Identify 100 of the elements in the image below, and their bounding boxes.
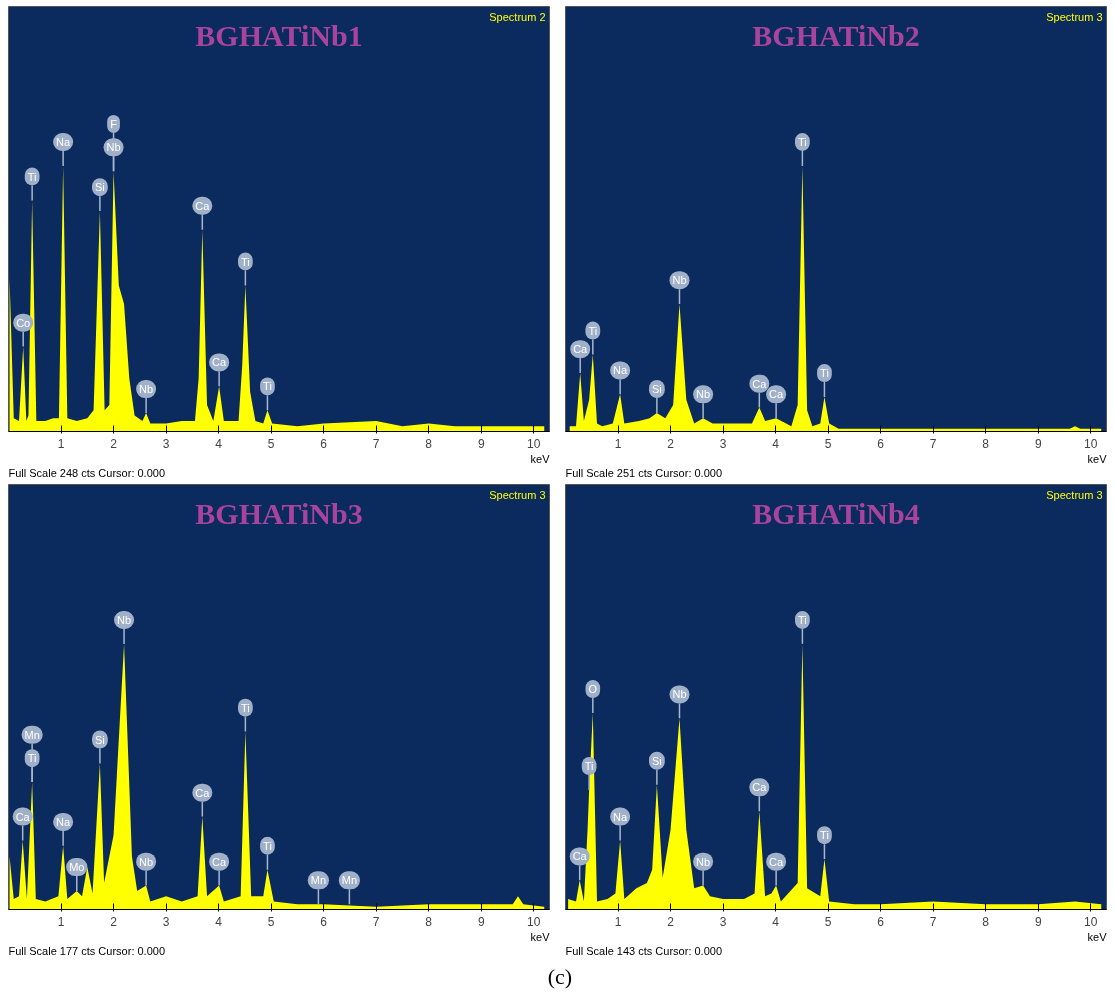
annotation: Ti (798, 614, 807, 626)
x-tick-label: 10 (527, 436, 541, 451)
annotation: Ti (263, 380, 272, 393)
annotation: Ca (752, 781, 768, 794)
annotation: Ti (241, 701, 250, 714)
x-tick-label: 1 (614, 436, 622, 451)
text: (c) (547, 963, 573, 991)
annotation: Co (16, 316, 31, 329)
x-tick-label: 9 (1034, 436, 1042, 451)
x-tick-label: 6 (877, 436, 885, 451)
annotation: Ca (212, 356, 228, 369)
x-tick-label: 4 (215, 914, 223, 929)
annotation: Ca (769, 388, 785, 401)
x-tick-label: 3 (719, 914, 727, 929)
x-tick-label: 3 (162, 436, 170, 451)
x-tick-label: 10 (527, 914, 541, 929)
annotation: Ti (241, 255, 250, 268)
annotation: O (588, 683, 598, 696)
annotation: Ca (573, 343, 589, 356)
x-tick-label: 7 (372, 914, 380, 929)
text: Full Scale 143 cts Cursor: 0.000 (565, 944, 723, 957)
annotation: Ti (263, 839, 272, 852)
x-axis-title: keV (1087, 452, 1108, 465)
x-tick-label: 4 (215, 436, 223, 451)
x-tick-label: 6 (320, 436, 328, 451)
x-tick-label: 2 (667, 436, 675, 451)
x-tick-label: 8 (982, 436, 990, 451)
annotation: Ti (820, 367, 829, 380)
text: Spectrum 3 (1046, 10, 1103, 23)
annotation: F (110, 117, 118, 130)
x-tick-label: 5 (267, 436, 275, 451)
x-tick-label: 4 (772, 914, 780, 929)
annotation: Na (613, 810, 629, 823)
x-tick-label: 2 (110, 914, 118, 929)
chart-title: BGHATiNb1 (195, 18, 363, 52)
annotation: Ti (820, 829, 829, 842)
annotation: Ti (798, 136, 807, 148)
x-tick-label: 6 (320, 914, 328, 929)
annotation: Ca (769, 855, 785, 868)
x-tick-label: 2 (110, 436, 118, 451)
annotation: Mn (341, 874, 358, 887)
annotation: Nb (139, 855, 154, 868)
x-tick-label: 8 (982, 914, 990, 929)
annotation: Nb (672, 688, 687, 701)
annotation: Mo (69, 861, 85, 874)
text: Spectrum 3 (489, 488, 546, 501)
x-tick-label: 9 (1034, 914, 1042, 929)
text: Full Scale 251 cts Cursor: 0.000 (565, 466, 723, 479)
x-tick-label: 9 (477, 914, 485, 929)
annotation: Nb (696, 388, 711, 401)
text: Spectrum 3 (1046, 488, 1103, 501)
annotation: Mn (310, 874, 327, 887)
x-tick-label: 10 (1084, 914, 1098, 929)
annotation: Na (56, 136, 72, 148)
annotation: Ti (27, 170, 37, 183)
text: Spectrum 2 (489, 10, 546, 23)
x-axis-title: keV (530, 930, 551, 943)
annotation: Si (652, 383, 662, 396)
x-tick-label: 9 (477, 436, 485, 451)
x-tick-label: 8 (425, 914, 433, 929)
x-tick-label: 5 (824, 436, 832, 451)
annotation: Na (613, 364, 629, 377)
annotation: Ti (584, 760, 594, 773)
annotation: Nb (117, 614, 132, 626)
x-tick-label: 2 (667, 914, 675, 929)
x-axis-title: keV (1087, 930, 1108, 943)
x-tick-label: 4 (772, 436, 780, 451)
text: Full Scale 177 cts Cursor: 0.000 (8, 944, 166, 957)
annotation: Nb (672, 274, 687, 287)
annotation: Si (95, 181, 105, 194)
x-tick-label: 1 (57, 914, 65, 929)
annotation: Mn (24, 728, 40, 741)
x-tick-label: 10 (1084, 436, 1098, 451)
annotation: Nb (139, 383, 154, 396)
annotation: Ca (195, 199, 211, 212)
chart-title: BGHATiNb2 (752, 18, 920, 52)
text: Full Scale 248 cts Cursor: 0.000 (8, 466, 166, 479)
x-tick-label: 5 (267, 914, 275, 929)
x-tick-label: 5 (824, 914, 832, 929)
annotation: Si (652, 754, 662, 767)
x-tick-label: 8 (425, 436, 433, 451)
chart-title: BGHATiNb4 (752, 496, 920, 530)
x-tick-label: 6 (877, 914, 885, 929)
x-tick-label: 7 (929, 914, 937, 929)
annotation: Si (95, 733, 105, 746)
annotation: Na (56, 815, 72, 828)
annotation: Ti (27, 752, 37, 765)
annotation: Nb (696, 855, 711, 868)
x-tick-label: 1 (614, 914, 622, 929)
x-tick-label: 7 (372, 436, 380, 451)
annotation: Ca (15, 810, 31, 823)
annotation: Nb (106, 141, 121, 154)
x-tick-label: 3 (162, 914, 170, 929)
annotation: Ti (588, 324, 598, 337)
x-tick-label: 1 (57, 436, 65, 451)
x-tick-label: 3 (719, 436, 727, 451)
annotation: Ca (212, 855, 228, 868)
annotation: Ca (195, 786, 211, 799)
x-axis-title: keV (530, 452, 551, 465)
x-tick-label: 7 (929, 436, 937, 451)
